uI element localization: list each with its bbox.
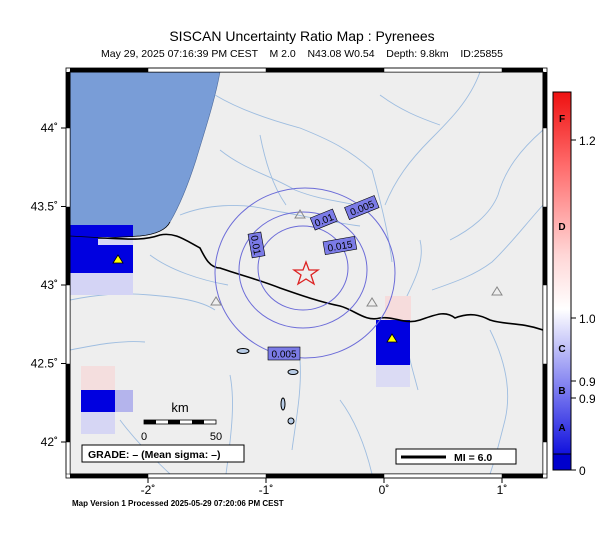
colorbar-value: 1.0 bbox=[579, 312, 595, 326]
x-tick-label: -2˚ bbox=[141, 483, 156, 497]
event-subtitle: May 29, 2025 07:16:39 PM CEST M 2.0 N43.… bbox=[101, 48, 503, 60]
contour-label: 0.015 bbox=[327, 239, 354, 254]
map-area: 0.005 0.01 0.015 0.01 0.005 bbox=[70, 72, 543, 474]
lake bbox=[236, 348, 250, 354]
grade-text: GRADE: – (Mean sigma: –) bbox=[88, 449, 220, 461]
uncertainty-cell bbox=[81, 412, 115, 434]
scale-unit: km bbox=[171, 400, 188, 415]
colorbar-gradient bbox=[552, 91, 572, 455]
y-tick-label: 42˚ bbox=[41, 435, 58, 449]
station-triangle-icon bbox=[491, 286, 503, 296]
uncertainty-cells bbox=[70, 225, 411, 434]
map-frame bbox=[65, 67, 548, 479]
stations bbox=[210, 209, 503, 307]
uncertainty-cell bbox=[385, 296, 411, 320]
y-tick-label: 44˚ bbox=[41, 121, 58, 135]
grade-box bbox=[81, 444, 245, 463]
uncertainty-cell bbox=[70, 273, 133, 295]
uncertainty-contours bbox=[214, 187, 396, 359]
colorbar-value: 0 bbox=[579, 464, 586, 478]
grade-letter-c: C bbox=[558, 344, 565, 355]
scale-bar: km 0 50 bbox=[141, 400, 222, 443]
colorbar: F D C B A 1.2 1.0 0.9 0.9 0 bbox=[552, 91, 595, 478]
grade-letter-d: D bbox=[558, 222, 565, 233]
x-tick-label: 1˚ bbox=[497, 483, 508, 497]
y-axis-ticks: 44˚ 43.5˚ 43˚ 42.5˚ 42˚ bbox=[31, 121, 66, 449]
country-border bbox=[97, 233, 543, 331]
epicenter-star-icon bbox=[291, 260, 321, 286]
grade-letter-a: A bbox=[558, 423, 565, 434]
contour-labels: 0.005 0.01 0.015 0.01 0.005 bbox=[247, 195, 380, 361]
lake bbox=[280, 397, 286, 411]
map-title: SISCAN Uncertainty Ratio Map : Pyrenees bbox=[169, 28, 434, 44]
x-axis-ticks: -2˚ -1˚ 0˚ 1˚ bbox=[141, 478, 508, 497]
uncertainty-cell bbox=[376, 320, 410, 365]
colorbar-value: 1.2 bbox=[579, 134, 595, 148]
station-triangle-icon bbox=[366, 297, 378, 307]
station-triangle-icon bbox=[294, 209, 306, 219]
uncertainty-cell bbox=[81, 390, 115, 412]
station-triangle-icon bbox=[210, 296, 222, 306]
scale-label-min: 0 bbox=[141, 431, 147, 443]
grade-letter-b: B bbox=[558, 386, 565, 397]
scale-label-max: 50 bbox=[210, 431, 222, 443]
processing-footer: Map Version 1 Processed 2025-05-29 07:20… bbox=[72, 499, 284, 508]
contour-label: 0.005 bbox=[271, 350, 296, 361]
uncertainty-cell bbox=[81, 366, 115, 390]
uncertainty-cell bbox=[70, 225, 133, 273]
colorbar-value: 0.9 bbox=[579, 375, 595, 389]
grade-letter-f: F bbox=[559, 114, 565, 125]
uncertainty-cell bbox=[376, 365, 410, 387]
colorbar-value: 0.9 bbox=[579, 392, 595, 406]
lake bbox=[287, 369, 299, 375]
x-tick-label: -1˚ bbox=[259, 483, 274, 497]
active-station-triangle-icon bbox=[386, 333, 398, 343]
mmi-legend-box bbox=[395, 448, 517, 465]
active-station-triangle-icon bbox=[112, 254, 124, 264]
lake bbox=[287, 417, 295, 425]
y-tick-label: 43.5˚ bbox=[31, 200, 58, 214]
y-tick-label: 42.5˚ bbox=[31, 357, 58, 371]
x-tick-label: 0˚ bbox=[379, 483, 390, 497]
y-tick-label: 43˚ bbox=[41, 278, 58, 292]
uncertainty-cell bbox=[98, 237, 133, 245]
mmi-label: MI = 6.0 bbox=[454, 452, 492, 464]
uncertainty-cell bbox=[115, 390, 133, 412]
contour-label: 0.01 bbox=[248, 235, 262, 257]
colorbar-min-swatch bbox=[552, 453, 572, 471]
